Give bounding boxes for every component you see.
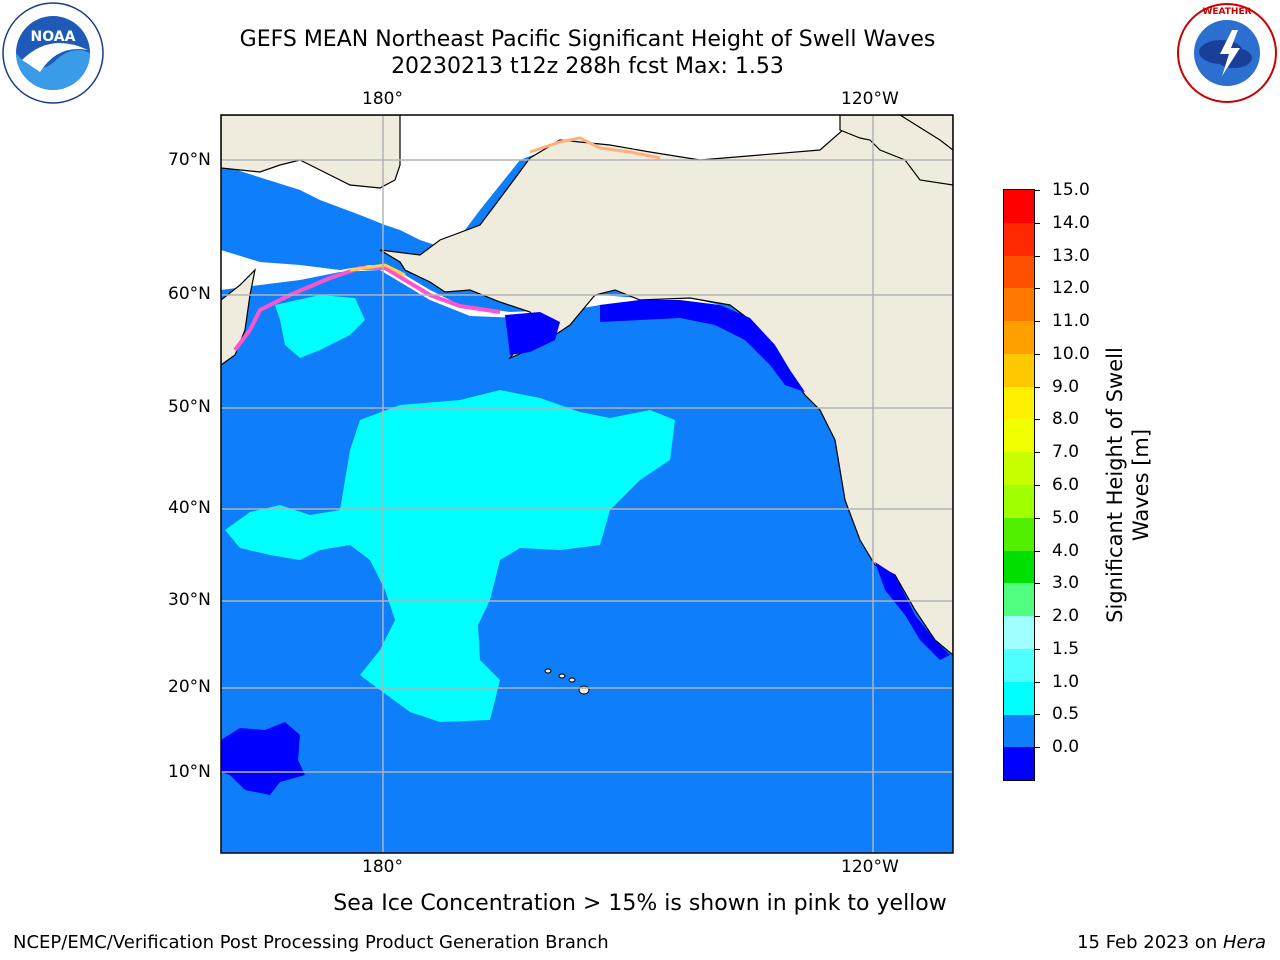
colorbar-segment [1004, 386, 1034, 420]
colorbar-tick-mark [1034, 190, 1040, 191]
colorbar-tick-label: 7.0 [1052, 442, 1080, 463]
colorbar-tick-label: 9.0 [1052, 376, 1080, 397]
colorbar-tick-label: 11.0 [1052, 311, 1090, 332]
colorbar-tick-mark [1034, 517, 1040, 519]
colorbar-segment [1004, 714, 1034, 748]
lon-label-bottom-120w: 120°W [841, 857, 899, 877]
sea-ice-note: Sea Ice Concentration > 15% is shown in … [333, 891, 947, 916]
colorbar-segment [1004, 190, 1034, 223]
lat-label-10n: 10°N [168, 762, 211, 782]
lat-label-40n: 40°N [168, 498, 211, 518]
colorbar-tick-label: 14.0 [1052, 212, 1090, 233]
lat-label-20n: 20°N [168, 677, 211, 697]
colorbar-tick-mark [1034, 452, 1040, 454]
colorbar-tick-mark [1034, 747, 1040, 749]
nws-logo: WEATHER [1177, 3, 1277, 103]
svg-text:NOAA: NOAA [31, 29, 76, 45]
colorbar-tick-label: 0.5 [1052, 704, 1080, 725]
colorbar-segment [1004, 485, 1034, 518]
colorbar-tick-mark [1034, 386, 1040, 388]
colorbar-tick-mark [1034, 288, 1040, 290]
colorbar-tick-label: 15.0 [1052, 180, 1090, 200]
colorbar-tick-mark [1034, 681, 1040, 683]
colorbar-tick-label: 1.0 [1052, 671, 1080, 692]
colorbar-tick-mark [1034, 321, 1040, 323]
colorbar-tick-mark [1034, 583, 1040, 585]
colorbar-tick-mark [1034, 485, 1040, 486]
svg-text:WEATHER: WEATHER [1202, 7, 1251, 17]
colorbar-segment [1004, 583, 1034, 617]
colorbar-tick-mark [1034, 353, 1040, 355]
colorbar-segment [1004, 288, 1034, 322]
footer-date-text: 15 Feb 2023 on [1077, 932, 1223, 953]
colorbar-segment [1004, 353, 1034, 387]
gridlines [221, 115, 953, 853]
colorbar-segment [1004, 747, 1034, 781]
colorbar [1003, 189, 1035, 781]
footer-date: 15 Feb 2023 on Hera [1077, 932, 1266, 954]
colorbar-segment [1004, 550, 1034, 584]
colorbar-tick-label: 0.0 [1052, 737, 1080, 758]
colorbar-tick-label: 13.0 [1052, 245, 1090, 266]
footer-credit: NCEP/EMC/Verification Post Processing Pr… [13, 932, 609, 953]
map-subtitle: 20230213 t12z 288h fcst Max: 1.53 [391, 54, 784, 79]
colorbar-tick-label: 2.0 [1052, 606, 1080, 627]
colorbar-tick-label: 6.0 [1052, 475, 1080, 495]
lat-label-30n: 30°N [168, 590, 211, 610]
colorbar-tick-mark [1034, 550, 1040, 552]
land-siberia [221, 115, 401, 189]
colorbar-tick-label: 1.5 [1052, 638, 1080, 659]
colorbar-segment [1004, 222, 1034, 256]
sea-ice-region [221, 115, 953, 250]
colorbar-tick-mark [1034, 648, 1040, 650]
colorbar-tick-label: 4.0 [1052, 540, 1080, 561]
noaa-logo: NOAA [2, 2, 104, 104]
colorbar-tick-mark [1034, 616, 1040, 618]
lon-label-top-120w: 120°W [841, 89, 899, 109]
colorbar-tick-mark [1034, 714, 1040, 716]
colorbar-tick-label: 10.0 [1052, 343, 1090, 364]
colorbar-tick-mark [1034, 222, 1040, 224]
lon-label-top-180: 180° [362, 89, 403, 109]
footer-machine: Hera [1222, 932, 1266, 953]
colorbar-label: Significant Height of Swell Waves [m] [1103, 347, 1153, 623]
land-kamchatka [221, 268, 256, 366]
colorbar-segment [1004, 255, 1034, 289]
swell-height-map [220, 114, 954, 854]
colorbar-segment [1004, 321, 1034, 354]
swell-patch-central [225, 390, 675, 722]
colorbar-tick-label: 3.0 [1052, 573, 1080, 594]
lat-label-70n: 70°N [168, 150, 211, 170]
lon-label-bottom-180: 180° [362, 857, 403, 877]
colorbar-segment [1004, 616, 1034, 649]
low-swell-patch-southwest [221, 722, 305, 795]
colorbar-segment [1004, 517, 1034, 551]
colorbar-tick-label: 5.0 [1052, 507, 1080, 528]
colorbar-segment [1004, 452, 1034, 486]
colorbar-tick-label: 8.0 [1052, 409, 1080, 430]
colorbar-segment [1004, 648, 1034, 682]
map-title: GEFS MEAN Northeast Pacific Significant … [239, 27, 936, 52]
map-frame [220, 114, 954, 854]
colorbar-tick-mark [1034, 255, 1040, 257]
colorbar-segment [1004, 681, 1034, 715]
colorbar-segment [1004, 419, 1034, 453]
low-swell-patch-gulf [505, 312, 560, 355]
lat-label-50n: 50°N [168, 397, 211, 417]
colorbar-tick-label: 12.0 [1052, 278, 1090, 299]
lat-label-60n: 60°N [168, 284, 211, 304]
swell-patch-north [275, 295, 365, 358]
colorbar-tick-mark [1034, 419, 1040, 421]
